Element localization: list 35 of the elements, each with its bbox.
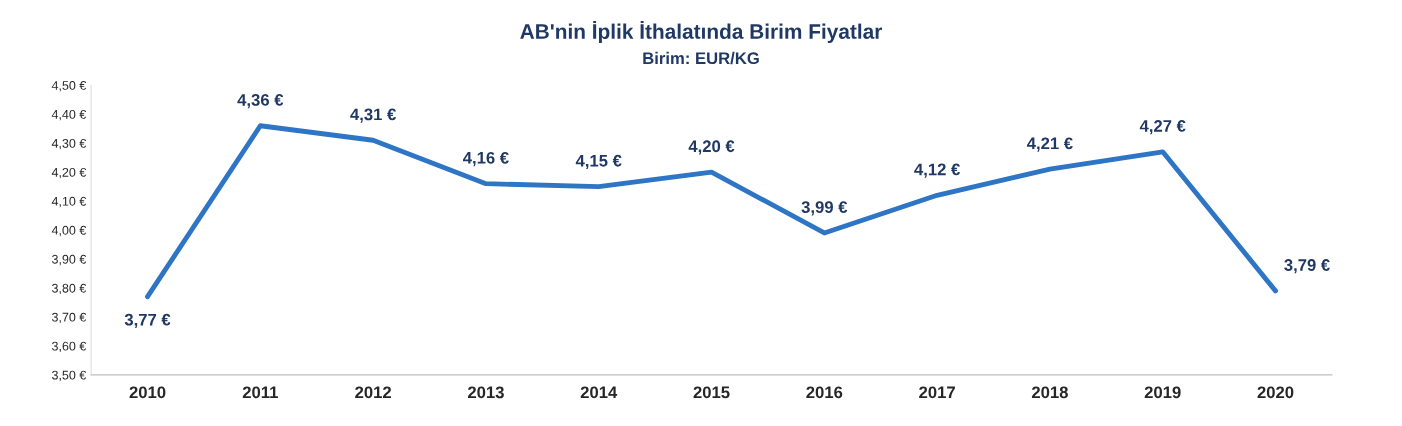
data-label: 4,15 € — [575, 154, 622, 170]
data-label: 4,12 € — [914, 163, 960, 178]
data-label: 4,21 € — [1026, 137, 1073, 152]
data-label: 4,20 € — [688, 140, 735, 155]
y-tick-label: 4,00 € — [51, 225, 87, 237]
y-tick-label: 4,20 € — [51, 167, 87, 179]
y-tick-label: 3,50 € — [52, 370, 87, 382]
x-tick-label: 2020 — [1257, 386, 1294, 399]
y-tick-label: 3,80 € — [52, 283, 87, 295]
chart-subtitle: Birim: EUR/KG — [643, 51, 759, 65]
x-tick-label: 2014 — [580, 386, 618, 399]
y-tick-label: 3,70 € — [52, 312, 87, 324]
x-tick-label: 2011 — [242, 386, 278, 399]
x-tick-label: 2013 — [467, 386, 504, 399]
data-label: 4,31 € — [350, 108, 396, 123]
y-tick-label: 4,10 € — [51, 196, 87, 208]
data-label: 4,36 € — [237, 93, 284, 109]
x-tick-label: 2017 — [919, 386, 955, 399]
data-label: 4,27 € — [1139, 120, 1186, 135]
x-tick-label: 2015 — [693, 386, 730, 399]
y-tick-label: 3,90 € — [52, 254, 87, 266]
x-tick-label: 2018 — [1031, 386, 1068, 399]
y-tick-label: 3,60 € — [52, 341, 87, 353]
data-label: 4,16 € — [463, 151, 509, 167]
x-tick-label: 2012 — [355, 386, 391, 399]
data-label: 3,99 € — [801, 201, 848, 216]
data-label: 3,77 € — [124, 313, 171, 328]
data-label: 3,79 € — [1284, 259, 1330, 274]
chart-title: AB'nin İplik İthalatında Birim Fiyatlar — [520, 20, 883, 44]
y-tick-label: 4,50 € — [51, 81, 87, 92]
y-tick-label: 4,30 € — [51, 138, 87, 150]
x-tick-label: 2019 — [1144, 386, 1181, 399]
x-tick-label: 2016 — [806, 386, 843, 399]
y-tick-label: 4,40 € — [51, 109, 87, 121]
x-tick-label: 2010 — [129, 386, 166, 399]
